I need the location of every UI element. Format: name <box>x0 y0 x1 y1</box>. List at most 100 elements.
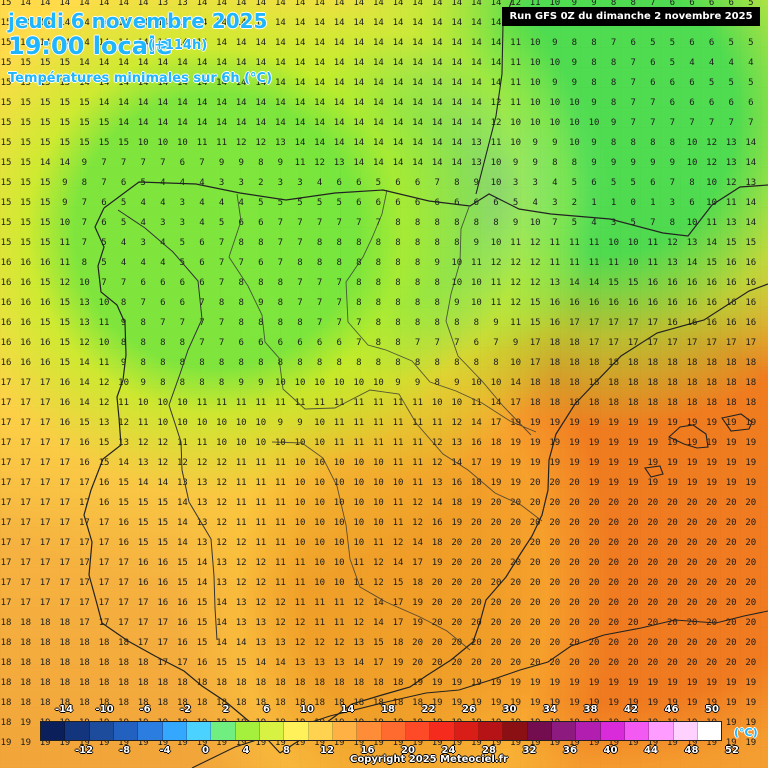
temperature-value: 8 <box>81 178 88 188</box>
temperature-value: 15 <box>78 138 90 148</box>
temperature-value: 17 <box>59 478 71 488</box>
temperature-value: 14 <box>274 118 286 128</box>
temperature-value: 14 <box>196 18 208 28</box>
temperature-value: 6 <box>669 78 676 88</box>
temperature-value: 3 <box>532 178 538 188</box>
temperature-value: 7 <box>277 238 284 248</box>
temperature-value: 17 <box>137 598 149 608</box>
temperature-value: 17 <box>20 498 32 508</box>
temperature-value: 18 <box>20 698 32 708</box>
temperature-value: 7 <box>316 318 323 328</box>
temperature-value: 18 <box>59 618 71 628</box>
temperature-value: 8 <box>591 38 597 48</box>
temperature-value: 19 <box>686 418 698 428</box>
temperature-value: 5 <box>748 78 754 88</box>
temperature-value: 18 <box>118 658 130 668</box>
temperature-value: 14 <box>333 78 345 88</box>
temperature-value: 17 <box>0 418 12 428</box>
temperature-value: 20 <box>588 658 600 668</box>
temperature-value: 11 <box>412 398 424 408</box>
temperature-value: 17 <box>647 338 659 348</box>
temperature-value: 8 <box>395 258 401 268</box>
temperature-value: 10 <box>490 378 502 388</box>
temperature-value: 7 <box>297 238 303 248</box>
temperature-value: 16 <box>157 558 169 568</box>
legend-top-label: 18 <box>381 704 395 715</box>
temperature-value: 14 <box>137 98 149 108</box>
temperature-value: 8 <box>395 358 401 368</box>
temperature-value: 20 <box>588 618 600 628</box>
temperature-value: 11 <box>392 398 404 408</box>
temperature-value: 14 <box>78 0 90 8</box>
temperature-value: 19 <box>529 698 541 708</box>
temperature-value: 19 <box>588 678 600 688</box>
temperature-value: 7 <box>356 338 362 348</box>
temperature-value: 18 <box>392 678 404 688</box>
temperature-value: 6 <box>650 78 656 88</box>
temperature-value: 20 <box>686 558 698 568</box>
temperature-value: 5 <box>179 258 186 268</box>
temperature-value: 17 <box>39 518 51 528</box>
temperature-value: 14 <box>333 18 345 28</box>
temperature-value: 10 <box>510 138 522 148</box>
temperature-value: 14 <box>39 158 51 168</box>
temperature-value: 19 <box>568 458 580 468</box>
temperature-value: 11 <box>510 98 522 108</box>
temperature-value: 18 <box>118 698 130 708</box>
temperature-value: 13 <box>274 638 286 648</box>
legend-bottom-label: 0 <box>202 745 209 756</box>
temperature-value: 20 <box>627 498 639 508</box>
temperature-value: 19 <box>725 418 737 428</box>
temperature-value: 17 <box>686 338 698 348</box>
temperature-value: 10 <box>372 518 384 528</box>
temperature-value: 3 <box>218 178 225 188</box>
temperature-value: 11 <box>412 458 424 468</box>
temperature-value: 15 <box>118 138 130 148</box>
temperature-value: 20 <box>745 558 757 568</box>
temperature-value: 19 <box>0 738 12 748</box>
temperature-value: 12 <box>235 578 247 588</box>
temperature-value: 10 <box>549 0 561 8</box>
temperature-value: 3 <box>552 198 558 208</box>
temperature-value: 8 <box>179 358 186 368</box>
temperature-value: 10 <box>686 218 698 228</box>
temperature-value: 13 <box>196 518 208 528</box>
temperature-value: 8 <box>238 238 244 248</box>
temperature-value: 12 <box>431 438 443 448</box>
temperature-value: 14 <box>39 0 51 8</box>
temperature-value: 9 <box>258 298 264 308</box>
temperature-value: 17 <box>59 518 71 528</box>
temperature-value: 19 <box>608 418 620 428</box>
temperature-value: 11 <box>392 438 404 448</box>
temperature-value: 18 <box>706 398 718 408</box>
temperature-value: 12 <box>510 258 522 268</box>
legend-color-swatch <box>673 722 698 740</box>
temperature-value: 6 <box>258 258 264 268</box>
temperature-value: 15 <box>78 418 90 428</box>
temperature-value: 17 <box>39 378 51 388</box>
temperature-value: 16 <box>725 298 737 308</box>
temperature-value: 12 <box>78 338 90 348</box>
temperature-value: 20 <box>470 578 482 588</box>
temperature-value: 14 <box>157 478 169 488</box>
temperature-value: 8 <box>414 358 421 368</box>
legend-bottom-label: 8 <box>283 745 290 756</box>
temperature-value: 18 <box>568 378 580 388</box>
temperature-value: 10 <box>529 78 541 88</box>
temperature-value: 6 <box>101 198 107 208</box>
temperature-value: 6 <box>395 198 401 208</box>
temperature-value: 7 <box>120 158 127 168</box>
temperature-value: 15 <box>216 658 228 668</box>
temperature-value: 14 <box>59 158 71 168</box>
temperature-value: 15 <box>157 538 169 548</box>
temperature-value: 16 <box>176 618 188 628</box>
temperature-value: 20 <box>588 538 600 548</box>
temperature-value: 16 <box>725 278 737 288</box>
temperature-value: 14 <box>451 0 463 8</box>
temperature-value: 4 <box>238 198 244 208</box>
temperature-value: 20 <box>686 618 698 628</box>
temperature-value: 7 <box>297 218 303 228</box>
temperature-value: 16 <box>647 298 659 308</box>
temperature-value: 6 <box>669 98 676 108</box>
temperature-value: 20 <box>470 638 482 648</box>
